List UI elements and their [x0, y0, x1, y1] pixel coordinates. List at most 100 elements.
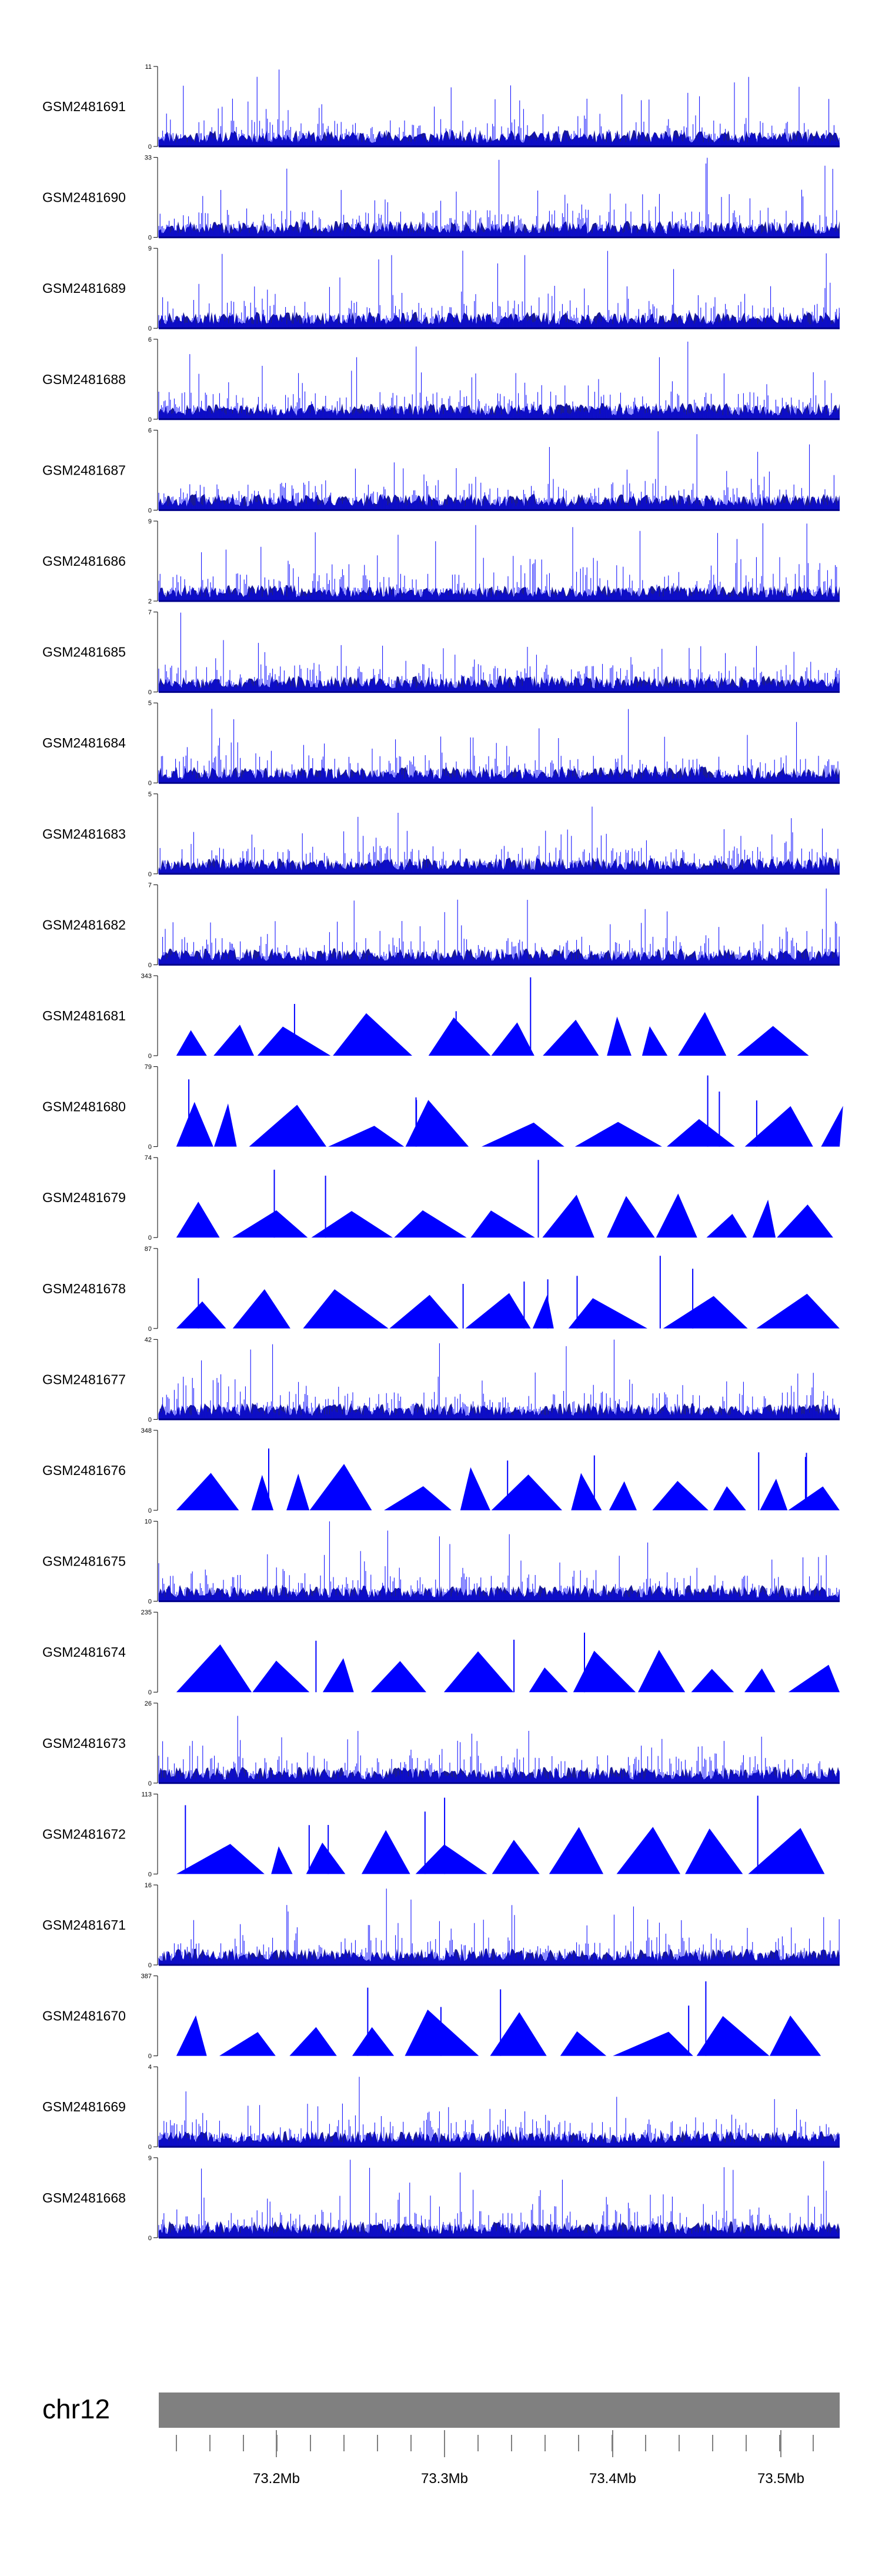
tracks-layer: GSM2481691110GSM2481690330GSM248168990GS…	[42, 64, 843, 2242]
track-label: GSM2481684	[42, 735, 126, 750]
y-max-label: 9	[148, 2155, 152, 2162]
y-min-label: 0	[148, 144, 152, 151]
y-max-label: 9	[148, 518, 152, 525]
y-min-label: 0	[148, 1599, 152, 1606]
chromosome-label: chr12	[42, 2394, 110, 2424]
coverage-peaks	[159, 1827, 840, 1874]
coverage-spikes	[158, 2077, 840, 2147]
track-GSM2481690: GSM2481690 33 0	[42, 155, 840, 242]
y-max-label: 16	[145, 1882, 152, 1889]
track-label: GSM2481690	[42, 190, 126, 205]
track-GSM2481674: GSM2481674 235 0	[42, 1609, 840, 1696]
track-GSM2481668: GSM2481668 9 0	[42, 2155, 840, 2242]
track-GSM2481677: GSM2481677 42 0	[42, 1336, 840, 1423]
chromosome-bar	[159, 2393, 840, 2428]
track-GSM2481678: GSM2481678 87 0	[42, 1246, 840, 1333]
track-label: GSM2481679	[42, 1190, 126, 1205]
track-GSM2481684: GSM2481684 5 0	[42, 700, 840, 787]
coverage-spikes	[273, 1160, 539, 1238]
track-GSM2481675: GSM2481675 10 0	[42, 1519, 840, 1606]
track-label: GSM2481669	[42, 2099, 126, 2114]
y-min-label: 2	[148, 598, 152, 605]
y-max-label: 343	[141, 973, 152, 980]
track-label: GSM2481677	[42, 1372, 126, 1387]
coverage-peaks	[159, 1193, 840, 1238]
coverage-spikes	[158, 1521, 840, 1601]
y-max-label: 7	[148, 882, 152, 889]
x-tick-labels: 73.2Mb 73.3Mb 73.4Mb 73.5Mb	[253, 2471, 804, 2487]
track-GSM2481679: GSM2481679 74 0	[42, 1154, 840, 1242]
y-min-label: 0	[148, 1144, 152, 1151]
y-min-label: 0	[148, 1780, 152, 1787]
ideogram-ticks	[176, 2430, 814, 2457]
y-min-label: 0	[148, 1507, 152, 1514]
y-max-label: 9	[148, 245, 152, 252]
track-label: GSM2481673	[42, 1736, 126, 1751]
y-max-label: 26	[145, 1700, 152, 1707]
y-min-label: 0	[148, 235, 152, 242]
track-GSM2481688: GSM2481688 6 0	[42, 336, 840, 423]
coverage-spikes	[198, 1256, 694, 1329]
track-label: GSM2481675	[42, 1554, 126, 1569]
y-max-label: 5	[148, 700, 152, 707]
track-label: GSM2481682	[42, 917, 126, 932]
y-max-label: 87	[145, 1246, 152, 1253]
coverage-peaks	[159, 2009, 840, 2056]
track-label: GSM2481670	[42, 2008, 126, 2024]
track-label: GSM2481678	[42, 1281, 126, 1296]
track-GSM2481689: GSM2481689 9 0	[42, 245, 840, 332]
coverage-spikes	[268, 1448, 807, 1510]
track-GSM2481685: GSM2481685 7 0	[42, 609, 840, 696]
track-label: GSM2481668	[42, 2190, 126, 2205]
y-max-label: 387	[141, 1973, 152, 1980]
y-max-label: 33	[145, 155, 152, 162]
track-GSM2481687: GSM2481687 6 0	[42, 427, 840, 514]
track-label: GSM2481671	[42, 1917, 126, 1933]
track-GSM2481691: GSM2481691 11 0	[42, 64, 840, 151]
coverage-peaks	[159, 1012, 840, 1056]
y-max-label: 6	[148, 336, 152, 343]
coverage-spikes	[185, 1796, 759, 1874]
coverage-spikes	[158, 709, 840, 783]
y-min-label: 0	[148, 1326, 152, 1333]
track-GSM2481686: GSM2481686 9 2	[42, 518, 840, 605]
track-label: GSM2481691	[42, 99, 126, 114]
coverage-spikes	[158, 158, 840, 238]
y-max-label: 74	[145, 1154, 152, 1162]
y-min-label: 0	[148, 2144, 152, 2151]
track-label: GSM2481676	[42, 1463, 126, 1478]
track-label: GSM2481680	[42, 1099, 126, 1115]
y-max-label: 113	[141, 1791, 152, 1798]
y-max-label: 5	[148, 791, 152, 798]
track-GSM2481673: GSM2481673 26 0	[42, 1700, 840, 1787]
track-label: GSM2481687	[42, 462, 126, 478]
track-GSM2481676: GSM2481676 348 0	[42, 1427, 840, 1514]
y-min-label: 0	[148, 325, 152, 332]
x-tick-label: 73.2Mb	[253, 2471, 300, 2487]
y-max-label: 10	[145, 1519, 152, 1526]
y-max-label: 79	[145, 1064, 152, 1071]
coverage-spikes	[315, 1633, 585, 1693]
coverage-spikes	[158, 1888, 840, 1965]
track-label: GSM2481683	[42, 826, 126, 842]
y-min-label: 0	[148, 416, 152, 423]
track-GSM2481681: GSM2481681 343 0	[42, 973, 840, 1060]
y-min-label: 0	[148, 689, 152, 696]
coverage-spikes	[293, 977, 532, 1056]
y-min-label: 0	[148, 2235, 152, 2242]
track-GSM2481672: GSM2481672 113 0	[42, 1791, 840, 1878]
y-min-label: 0	[148, 1416, 152, 1423]
x-tick-label: 73.3Mb	[421, 2471, 468, 2487]
track-GSM2481683: GSM2481683 5 0	[42, 791, 840, 878]
coverage-spikes	[158, 523, 840, 601]
track-label: GSM2481681	[42, 1008, 126, 1023]
y-min-label: 0	[148, 507, 152, 514]
x-tick-label: 73.4Mb	[589, 2471, 636, 2487]
track-GSM2481669: GSM2481669 4 0	[42, 2064, 840, 2151]
y-max-label: 11	[145, 64, 152, 71]
coverage-peaks	[159, 1289, 840, 1329]
y-max-label: 348	[141, 1427, 152, 1434]
track-label: GSM2481689	[42, 281, 126, 296]
coverage-spikes	[158, 888, 840, 965]
coverage-peaks	[159, 1464, 840, 1510]
